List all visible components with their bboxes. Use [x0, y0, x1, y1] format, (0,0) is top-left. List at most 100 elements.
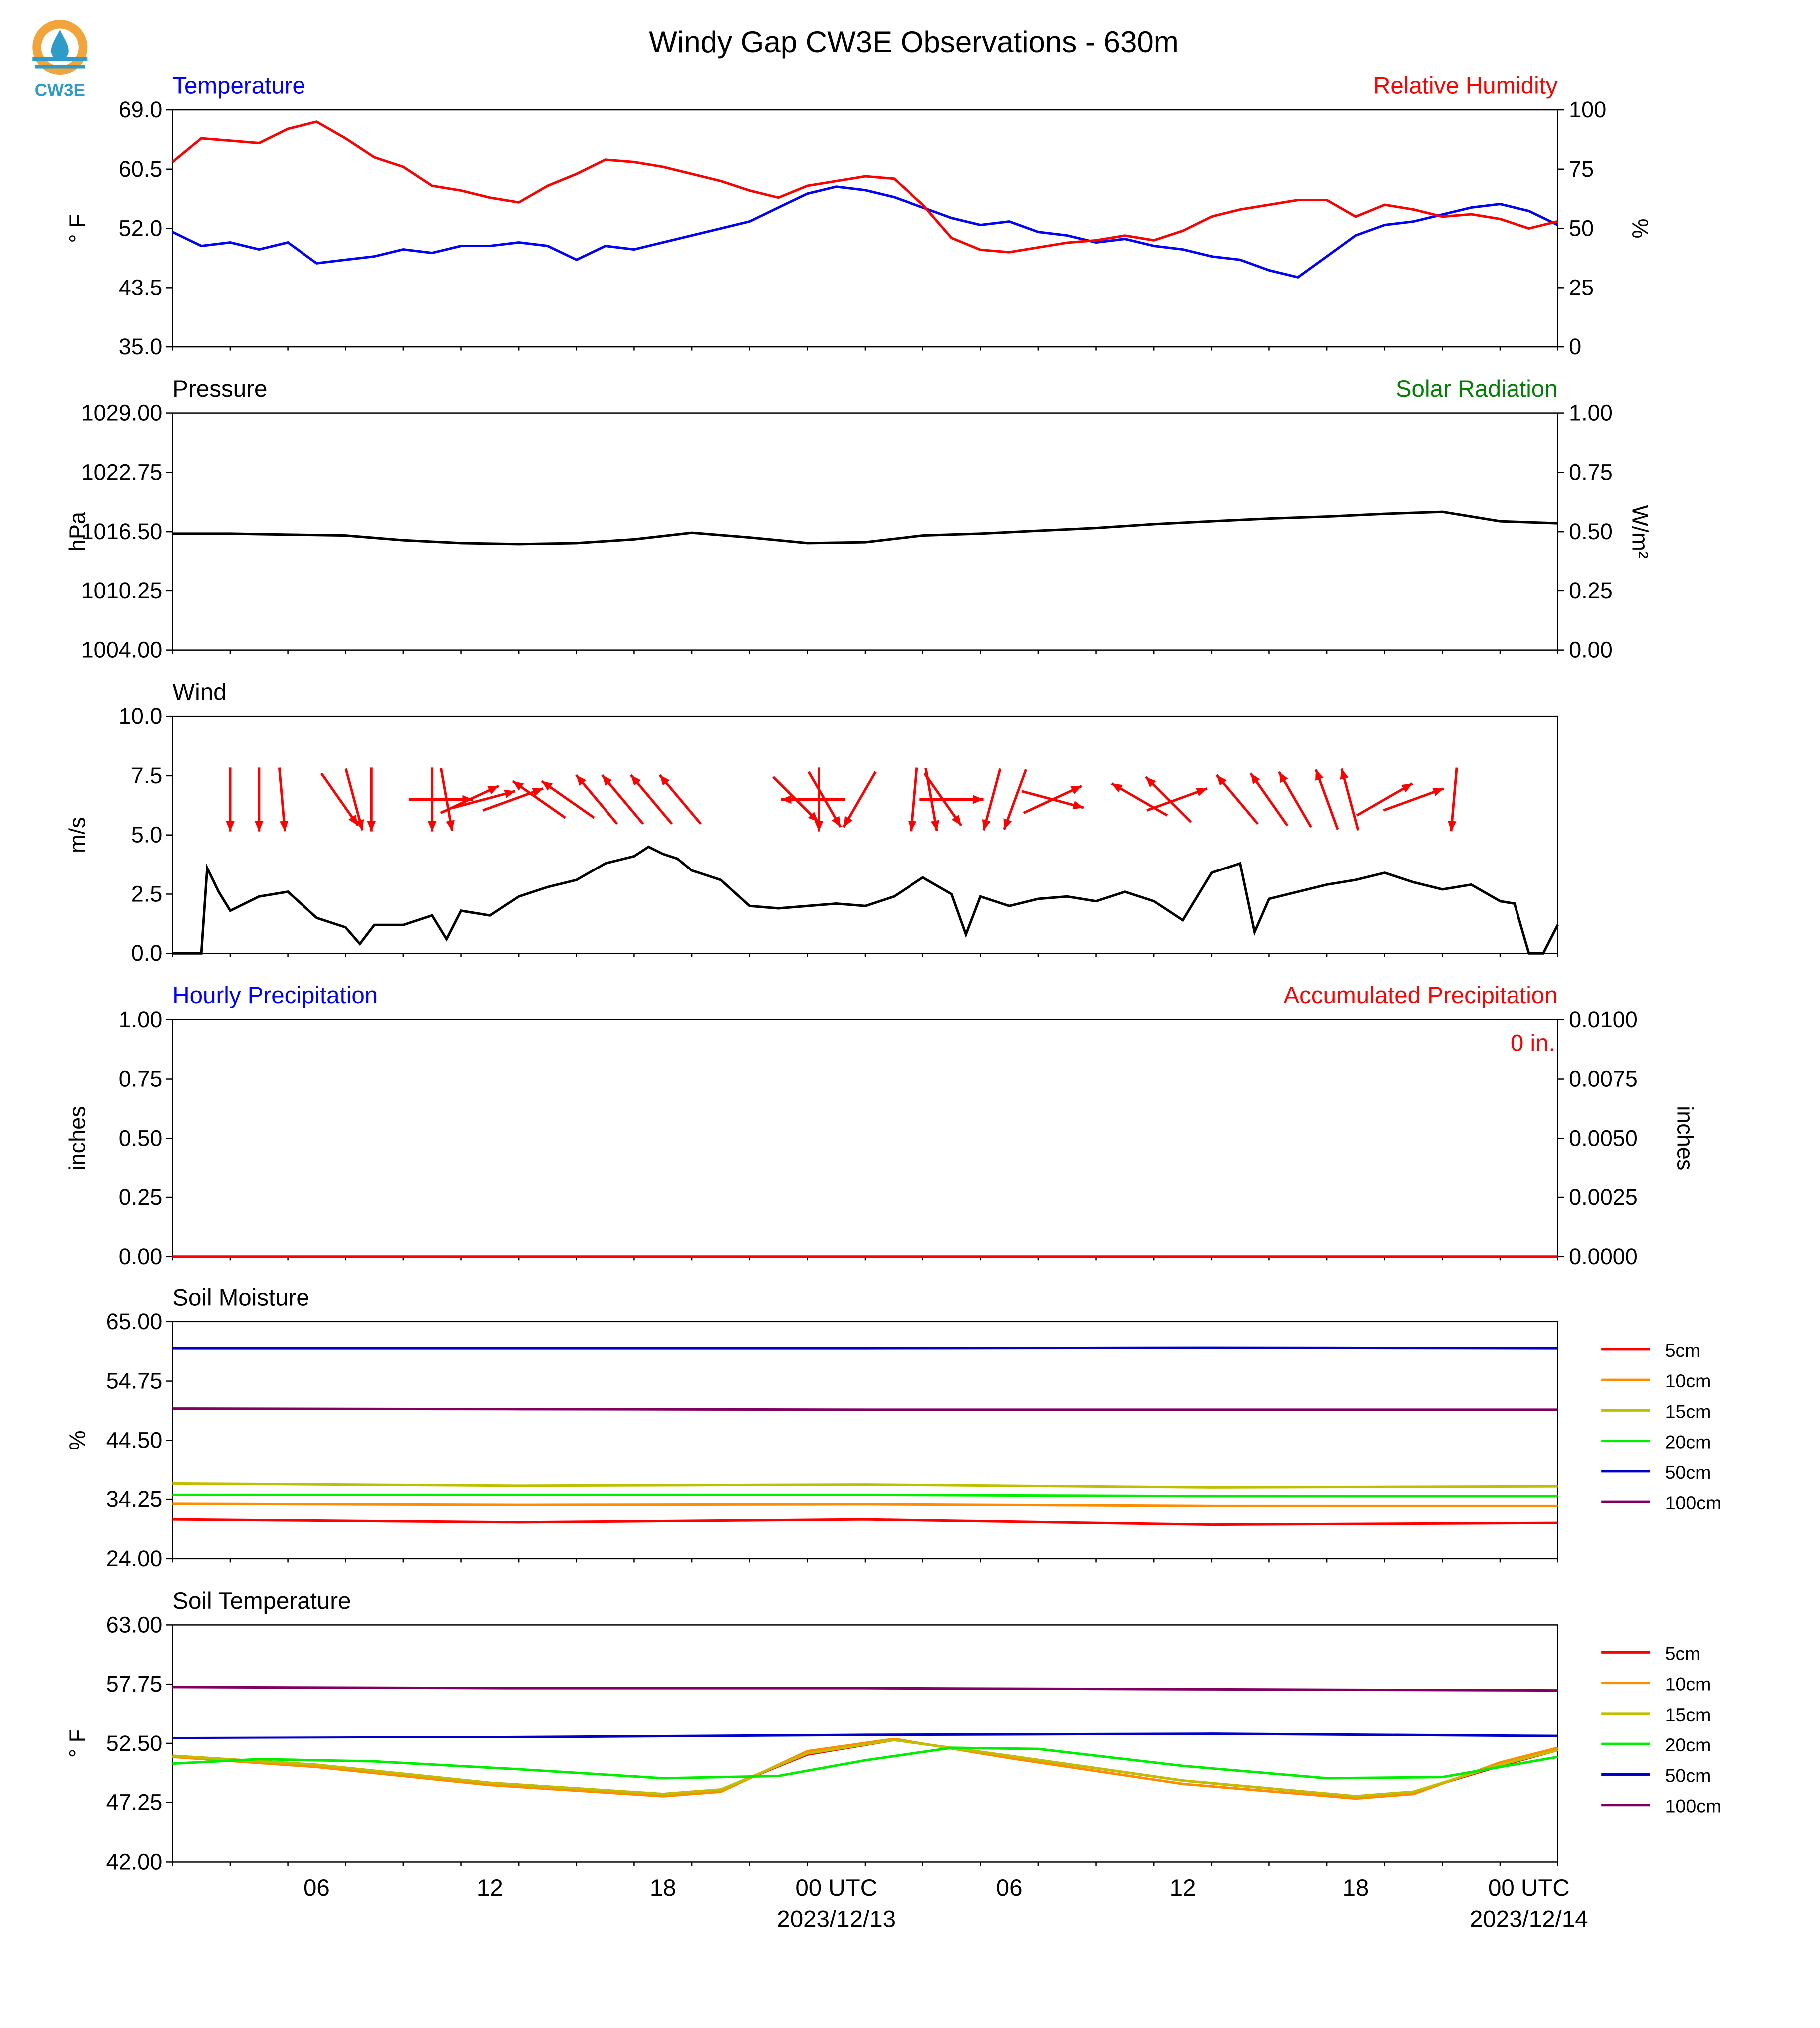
logo-text: CW3E [35, 81, 85, 100]
legend-label: 50cm [1665, 1462, 1711, 1483]
wind-arrow [482, 787, 544, 812]
y-tick-label: 34.25 [106, 1486, 163, 1512]
legend-label: 20cm [1665, 1735, 1711, 1755]
legend-label: 50cm [1665, 1765, 1711, 1786]
logo-wave [35, 65, 85, 69]
wind-arrow-head [973, 795, 984, 804]
wind-arrow-shaft [1003, 769, 1027, 830]
wind-arrow-head [1196, 788, 1207, 796]
wind-arrow-head [280, 820, 289, 832]
time-tick-label: 00 UTC [1488, 1875, 1570, 1901]
y2-axis-label: inches [1673, 1106, 1698, 1170]
wind-arrow-head [908, 820, 917, 832]
wind-arrow [1447, 767, 1458, 832]
soil_moisture-series-100cm [172, 1407, 1558, 1411]
wind-arrow-shaft [575, 774, 618, 825]
wind-arrow-head [1145, 777, 1156, 787]
wind-arrow-head [504, 789, 515, 798]
wind-arrow-shaft [842, 771, 877, 828]
wind-arrow-head [982, 819, 991, 831]
y2-tick-label: 0.75 [1569, 459, 1613, 485]
wind-arrow-head [226, 821, 235, 832]
y-tick-label: 52.0 [119, 216, 163, 241]
wind-series-0 [172, 845, 1559, 955]
y-tick-label: 7.5 [131, 763, 163, 788]
y-axis-label: hPa [64, 511, 90, 552]
time-tick-label: 06 [303, 1875, 330, 1901]
precipitation-panel: Hourly Precipitation Accumulated Precipit… [64, 982, 1698, 1269]
wind-arrow-head [1111, 783, 1123, 793]
legend-label: 20cm [1665, 1432, 1711, 1452]
time-date-label: 2023/12/14 [1470, 1906, 1588, 1932]
y-axis-label: ° F [64, 214, 90, 243]
wind-panel: Wind 10.0 7.5 5.0 2.5 0.0 m/s [64, 679, 1559, 966]
wind-arrow-head [1401, 783, 1413, 793]
precipitation-left-title: Hourly Precipitation [172, 982, 378, 1009]
time-tick-label: 12 [477, 1875, 503, 1901]
wind-arrow [575, 774, 618, 825]
wind-arrow-head [255, 821, 264, 832]
y-tick-label: 63.00 [106, 1612, 163, 1637]
temperature-series-1 [171, 120, 1558, 254]
wind-arrow-head [1279, 771, 1288, 783]
wind-arrow-shaft [320, 772, 359, 827]
time-date-label: 2023/12/13 [777, 1906, 896, 1932]
y-axis-label: ° F [64, 1729, 90, 1758]
y-tick-label: 42.00 [106, 1849, 163, 1874]
temperature-left-title: Temperature [172, 73, 305, 99]
wind-arrow [982, 768, 1002, 831]
soil_temperature-series-50cm [172, 1732, 1558, 1739]
y-tick-label: 44.50 [106, 1427, 163, 1452]
legend-label: 10cm [1665, 1674, 1711, 1695]
wind-arrow-head [541, 781, 553, 791]
wind-arrow-head [930, 820, 940, 831]
wind-arrow [512, 780, 566, 819]
wind-arrow-head [1315, 769, 1324, 781]
wind-arrow [1383, 787, 1444, 812]
wind-arrow-head [1432, 788, 1444, 796]
y-tick-label: 10.0 [119, 703, 163, 729]
y2-tick-label: 0.0100 [1569, 1007, 1638, 1032]
wind-arrow-shaft [482, 787, 544, 812]
y2-tick-label: 0.25 [1569, 578, 1613, 603]
wind-arrow-head [808, 811, 819, 822]
y2-tick-label: 0.0000 [1569, 1244, 1638, 1269]
time-tick-label: 12 [1170, 1875, 1196, 1901]
wind-arrow-head [1070, 786, 1082, 795]
y2-tick-label: 0.0025 [1569, 1184, 1638, 1210]
y-tick-label: 54.75 [106, 1368, 163, 1394]
wind-arrow-shaft [1383, 787, 1444, 812]
wind-arrow-head [348, 814, 358, 826]
legend-label: 15cm [1665, 1401, 1711, 1422]
wind-arrow-shaft [658, 774, 702, 825]
wind-arrow [1249, 772, 1289, 827]
y-tick-label: 2.5 [131, 881, 163, 906]
y-tick-label: 0.75 [119, 1066, 163, 1092]
y-axis-label: m/s [64, 817, 90, 853]
wind-arrow-head [446, 820, 455, 831]
y2-tick-label: 75 [1569, 156, 1594, 182]
y-axis-label: inches [64, 1106, 90, 1170]
wind-arrow [440, 785, 500, 814]
y-tick-label: 1022.75 [81, 459, 163, 485]
y2-tick-label: 25 [1569, 275, 1594, 300]
wind-arrow-shaft [440, 785, 500, 814]
y-tick-label: 35.0 [119, 334, 163, 359]
wind-arrow-head [843, 816, 853, 827]
water-drop-icon [51, 30, 69, 60]
y-tick-label: 1004.00 [81, 637, 163, 663]
y-tick-label: 0.00 [119, 1244, 163, 1269]
wind-arrow-head [427, 821, 437, 832]
soil_temperature-left-title: Soil Temperature [172, 1588, 351, 1614]
y-tick-label: 1010.25 [81, 578, 163, 603]
panels: Temperature Relative Humidity 69.0 60.5 52.0… [64, 73, 1721, 1933]
wind-arrow-shaft [453, 790, 516, 809]
wind-arrow-shaft [1450, 767, 1458, 832]
wind-arrow [320, 772, 359, 827]
wind-arrow [842, 771, 877, 828]
soil_moisture-series-5cm [172, 1518, 1558, 1526]
time-tick-label: 18 [1343, 1875, 1369, 1901]
wind-arrow-head [487, 786, 499, 795]
pressure-right-title: Solar Radiation [1396, 376, 1558, 402]
soil_moisture-legend: 5cm 10cm 15cm 20cm 50cm 100cm [1601, 1340, 1721, 1513]
